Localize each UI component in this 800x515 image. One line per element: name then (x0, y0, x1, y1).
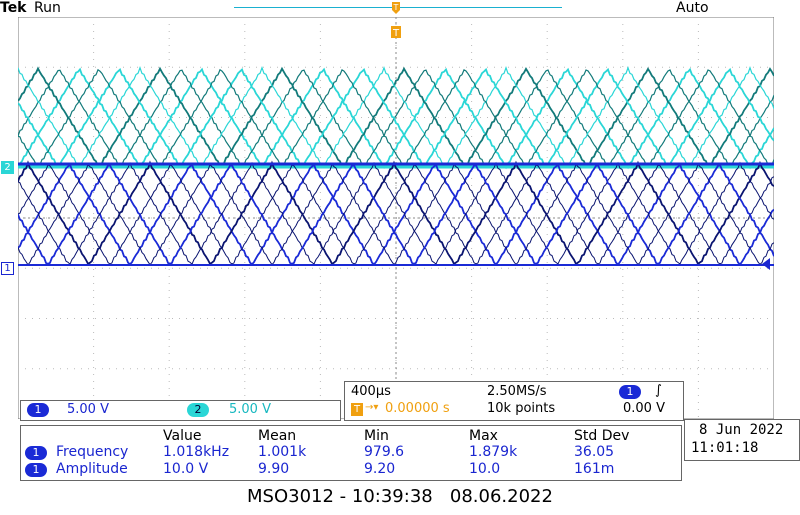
record-length: 10k points (487, 401, 556, 416)
trace-line (18, 163, 774, 266)
trace-line (18, 161, 774, 266)
measurement-value: 1.018kHz (163, 444, 230, 460)
trace-line (18, 66, 774, 169)
trigger-slope-icon: ∫ (655, 383, 662, 398)
trigger-icon: T (351, 403, 363, 416)
time-display: 11:01:18 (691, 440, 759, 456)
measurement-std-dev: 161m (574, 461, 615, 477)
ch1-ground-marker[interactable]: 1 (1, 262, 14, 275)
row-channel-badge: 1 (25, 446, 47, 460)
ch1-scale: 5.00 V (67, 402, 109, 417)
image-caption: MSO3012 - 10:39:38 08.06.2022 (247, 486, 553, 507)
measurement-name: Amplitude (56, 461, 128, 477)
timebase: 400µs (351, 384, 391, 399)
trace-line (18, 162, 774, 266)
trigger-level: 0.00 V (623, 401, 665, 416)
table-row[interactable]: 1 Frequency 1.018kHz 1.001k 979.6 1.879k… (21, 444, 681, 462)
measurement-mean: 1.001k (258, 444, 307, 460)
measurement-max: 1.879k (469, 444, 518, 460)
col-header-mean: Mean (258, 428, 297, 444)
svg-text:T: T (393, 3, 399, 12)
trace-line (18, 66, 774, 167)
measurement-table: Value Mean Min Max Std Dev 1 Frequency 1… (20, 425, 682, 481)
trace-line (18, 164, 774, 265)
col-header-min: Min (364, 428, 389, 444)
sample-rate: 2.50MS/s (487, 384, 547, 399)
col-header-std-dev: Std Dev (574, 428, 630, 444)
measurement-max: 10.0 (469, 461, 501, 477)
arrow-right-icon: →▾ (365, 402, 379, 413)
run-state: Run (34, 0, 61, 16)
ch2-badge[interactable]: 2 (187, 403, 209, 417)
ch2-ground-marker[interactable]: 2 (1, 161, 14, 174)
ch1-trigger-level-arrow-icon (762, 258, 770, 270)
measurement-min: 9.20 (364, 461, 396, 477)
acquisition-panel: 400µs 2.50MS/s 1 ∫ T →▾ 0.00000 s 10k po… (344, 381, 684, 421)
measurement-value: 10.0 V (163, 461, 209, 477)
trace-line (18, 67, 774, 168)
ch1-badge[interactable]: 1 (27, 403, 49, 417)
trigger-source-badge[interactable]: 1 (619, 385, 641, 399)
table-row[interactable]: 1 Amplitude 10.0 V 9.90 9.20 10.0 161m (21, 461, 681, 479)
trigger-position-marker[interactable]: T T (390, 0, 402, 40)
ch1-waveform (18, 160, 774, 266)
row-channel-badge: 1 (25, 463, 47, 477)
svg-text:T: T (392, 28, 400, 39)
trigger-mode: Auto (676, 0, 709, 16)
channel-scale-panel: 1 5.00 V 2 5.00 V (20, 400, 341, 421)
waveform-display[interactable] (18, 17, 774, 419)
ch2-scale: 5.00 V (229, 402, 271, 417)
measurement-min: 979.6 (364, 444, 405, 460)
measurement-name: Frequency (56, 444, 129, 460)
date-display: 8 Jun 2022 (699, 422, 784, 438)
datetime-panel: 8 Jun 2022 11:01:18 (684, 419, 800, 461)
measurement-mean: 9.90 (258, 461, 290, 477)
trace-line (18, 160, 774, 266)
trigger-offset: 0.00000 s (385, 401, 450, 416)
col-header-max: Max (469, 428, 498, 444)
measurement-std-dev: 36.05 (574, 444, 615, 460)
col-header-value: Value (163, 428, 202, 444)
brand-logo: Tek (0, 0, 27, 16)
